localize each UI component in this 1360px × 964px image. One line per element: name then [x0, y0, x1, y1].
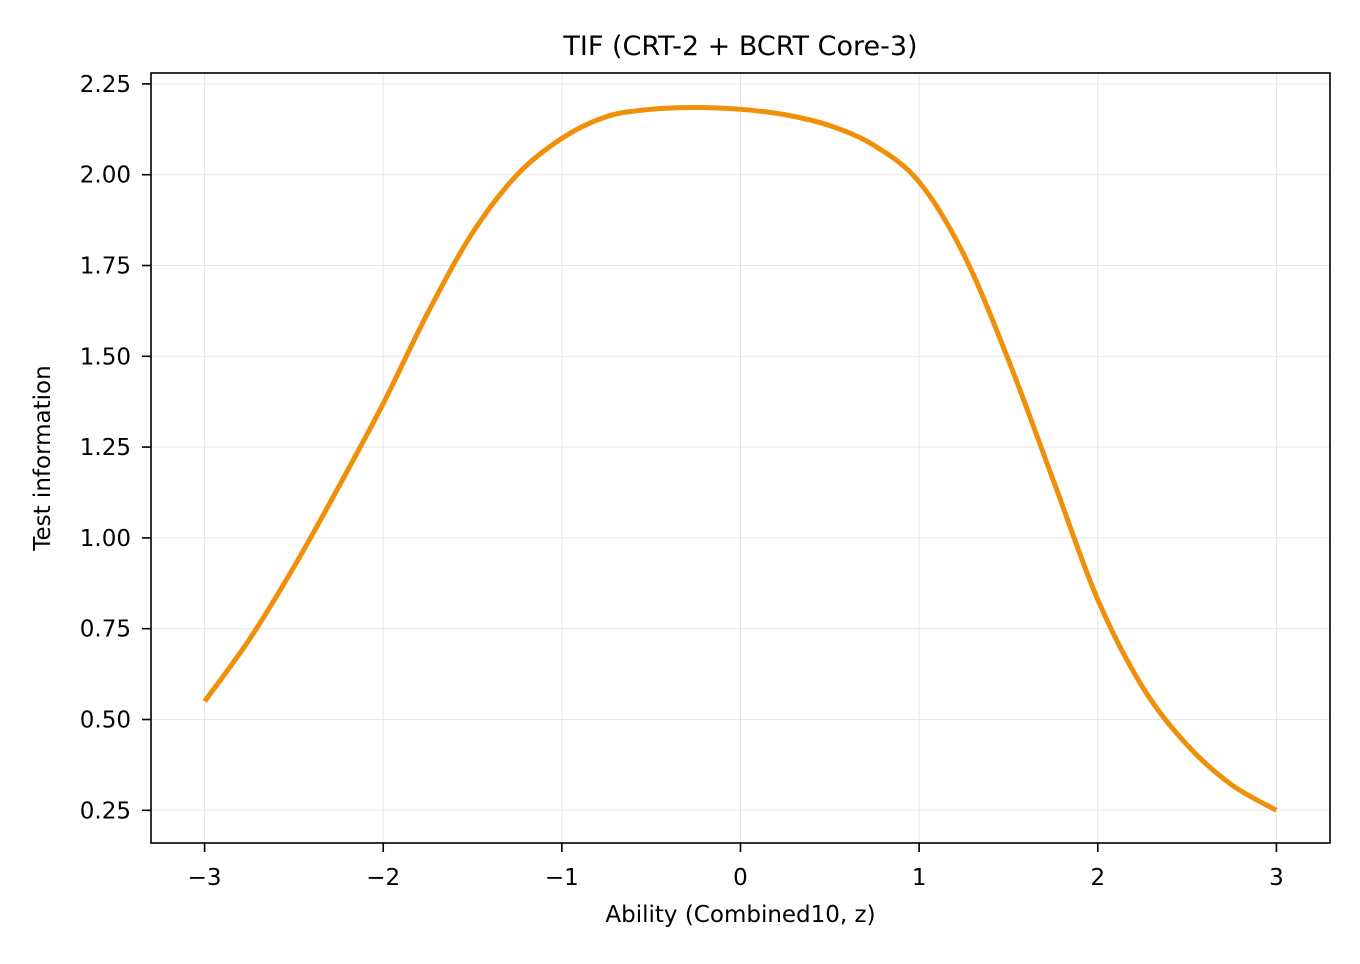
y-tick-label: 1.25: [80, 435, 131, 461]
x-tick-label: 2: [1090, 865, 1105, 891]
chart-title: TIF (CRT-2 + BCRT Core-3): [562, 31, 917, 62]
y-tick-label: 2.25: [80, 72, 131, 98]
y-axis: 0.25 0.50 0.75 1.00 1.25 1.50 1.75 2.00 2.25: [80, 72, 151, 824]
y-tick-label: 0.25: [80, 798, 131, 824]
y-tick-label: 2.00: [80, 163, 131, 189]
series-line: [202, 105, 1278, 813]
x-axis: −3 −2 −1 0 1 2 3: [188, 843, 1284, 891]
y-tick-label: 0.50: [80, 708, 131, 734]
x-tick-label: −2: [366, 865, 400, 891]
grid: [151, 73, 1330, 843]
x-axis-label: Ability (Combined10, z): [605, 902, 875, 928]
y-axis-label: Test information: [30, 365, 56, 551]
y-tick-label: 1.00: [80, 526, 131, 552]
x-tick-label: 1: [912, 865, 927, 891]
y-tick-label: 0.75: [80, 617, 131, 643]
y-tick-label: 1.50: [80, 344, 131, 370]
y-tick-label: 1.75: [80, 254, 131, 280]
x-tick-label: 0: [733, 865, 748, 891]
x-tick-label: −1: [545, 865, 579, 891]
x-tick-label: −3: [188, 865, 222, 891]
series-layer: [202, 105, 1278, 813]
x-tick-label: 3: [1269, 865, 1284, 891]
